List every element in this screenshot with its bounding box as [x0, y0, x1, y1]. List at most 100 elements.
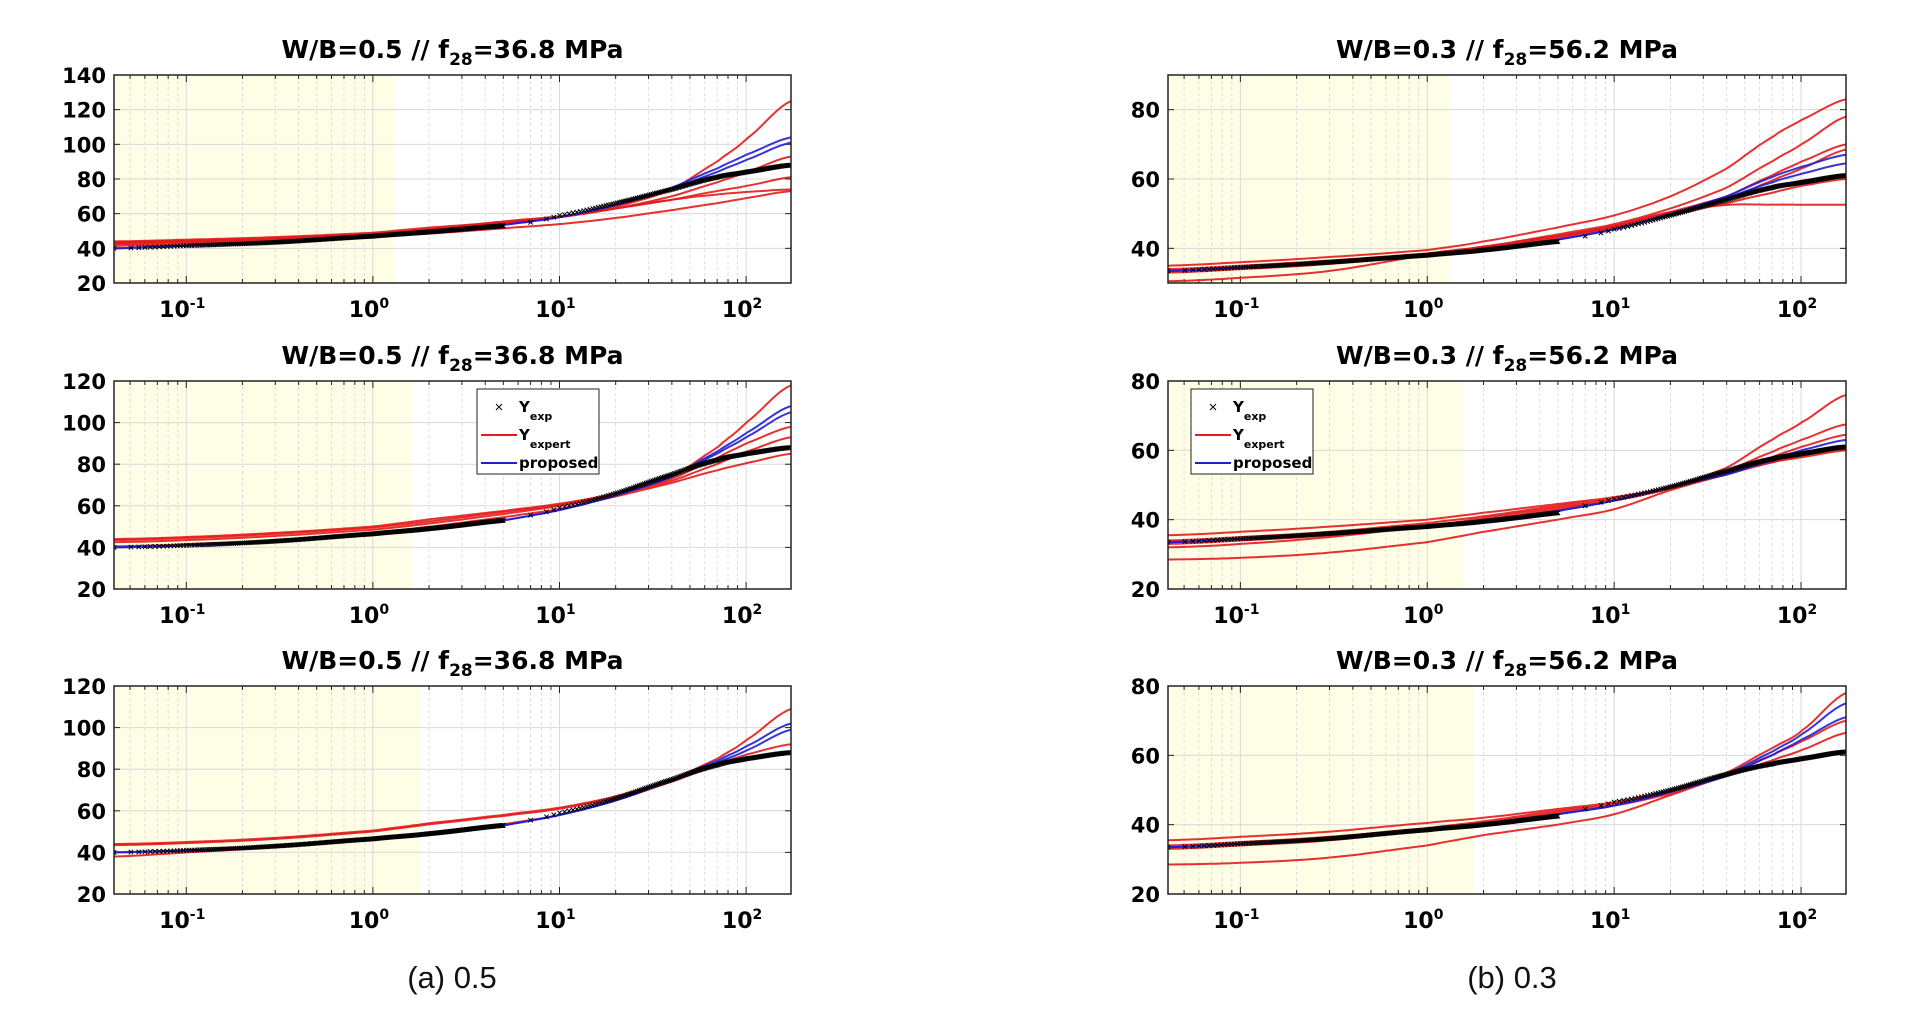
data-point	[1277, 262, 1283, 268]
series-group	[1168, 393, 1846, 561]
series-expert-1	[1168, 692, 1846, 842]
data-point	[215, 541, 221, 547]
data-point	[566, 808, 572, 814]
data-point	[114, 245, 117, 251]
highlight-region	[114, 686, 421, 894]
y-tick-label: 100	[62, 133, 106, 157]
data-point	[219, 846, 225, 852]
subplot-b-bottom: 20 40 60 80 10-1 100 101 102 W/B=0.3 // f28=56.2…	[1131, 646, 1847, 934]
data-point	[147, 849, 153, 855]
subplot-title: W/B=0.3 // f28=56.2 MPa	[1336, 35, 1678, 70]
data-point	[1611, 226, 1617, 232]
data-point	[1277, 534, 1283, 540]
data-point	[1271, 263, 1277, 269]
legend-label: Yexpert	[1232, 426, 1284, 451]
data-point	[1190, 843, 1196, 849]
data-point	[659, 474, 665, 481]
x-tick-label: 102	[1777, 296, 1817, 323]
data-point	[1716, 470, 1722, 476]
series-experimental	[114, 750, 791, 855]
x-tick-label: 102	[722, 296, 762, 323]
data-point	[1717, 470, 1723, 476]
data-point	[557, 505, 563, 511]
data-point	[1621, 797, 1627, 803]
caption-a: (a) 0.5	[407, 960, 497, 995]
data-point	[1616, 798, 1622, 804]
data-point	[225, 541, 231, 547]
data-point	[1729, 466, 1735, 473]
data-point	[667, 777, 673, 783]
data-point	[156, 848, 162, 854]
data-point	[1168, 539, 1171, 545]
data-point	[1843, 172, 1846, 179]
series-group	[1168, 692, 1846, 866]
data-point	[1206, 266, 1212, 272]
data-point	[651, 782, 658, 788]
data-point	[655, 781, 661, 787]
data-point	[1277, 839, 1283, 845]
data-point	[1723, 468, 1729, 474]
data-point	[1269, 263, 1275, 269]
x-tick-label: 101	[1590, 602, 1630, 629]
data-point	[557, 212, 563, 218]
data-point	[551, 214, 557, 220]
data-point	[1720, 469, 1726, 475]
data-point	[142, 544, 148, 550]
data-point	[570, 502, 576, 508]
x-tick-label: 101	[535, 296, 575, 323]
y-tick-label: 120	[62, 675, 106, 699]
data-point	[1275, 534, 1281, 540]
data-point	[1843, 444, 1846, 450]
data-point	[1611, 496, 1617, 502]
data-point	[677, 774, 683, 780]
data-point	[676, 469, 682, 475]
data-point	[500, 822, 506, 828]
data-point	[674, 470, 680, 476]
data-point	[152, 848, 158, 855]
data-point	[528, 817, 534, 823]
data-point	[1273, 262, 1279, 269]
data-point	[667, 187, 673, 193]
series-group	[114, 707, 791, 858]
data-point	[1719, 469, 1725, 475]
data-point	[570, 210, 576, 216]
data-point	[1555, 510, 1561, 516]
data-point	[668, 777, 674, 783]
data-point	[566, 211, 572, 217]
data-point	[1728, 467, 1734, 473]
data-point	[653, 782, 659, 788]
data-point	[678, 773, 684, 779]
data-point	[671, 186, 677, 192]
data-point	[680, 468, 686, 474]
data-point	[562, 504, 568, 510]
x-tick-label: 101	[535, 907, 575, 934]
x-tick-label: 10-1	[1213, 602, 1259, 629]
axes-frame	[113, 74, 792, 284]
series-group	[114, 384, 791, 550]
data-point	[656, 781, 662, 787]
y-tick-label: 60	[1131, 744, 1160, 768]
data-point	[670, 776, 676, 782]
data-point	[156, 543, 162, 549]
grid	[114, 686, 791, 894]
data-point	[584, 803, 590, 810]
data-point	[1621, 224, 1627, 230]
legend-label: Yexp	[518, 398, 552, 423]
y-tick-label: 20	[77, 883, 106, 907]
data-point	[664, 778, 670, 784]
data-point	[1271, 839, 1277, 845]
data-point	[1190, 267, 1196, 273]
x-tick-label: 102	[1777, 907, 1817, 934]
data-point	[673, 185, 679, 191]
subplot-b-middle: 20 40 60 80 10-1 100 101 102 W/B=0.3 // f28=56.2…	[1131, 341, 1847, 629]
data-point	[1275, 262, 1281, 268]
data-point	[658, 780, 664, 786]
data-point	[114, 544, 117, 550]
data-point	[655, 476, 661, 482]
data-point	[213, 846, 219, 852]
x-tick-label: 101	[1590, 907, 1630, 934]
legend-label: Yexp	[1232, 398, 1266, 423]
y-tick-label: 80	[77, 453, 106, 477]
data-point	[638, 194, 644, 200]
